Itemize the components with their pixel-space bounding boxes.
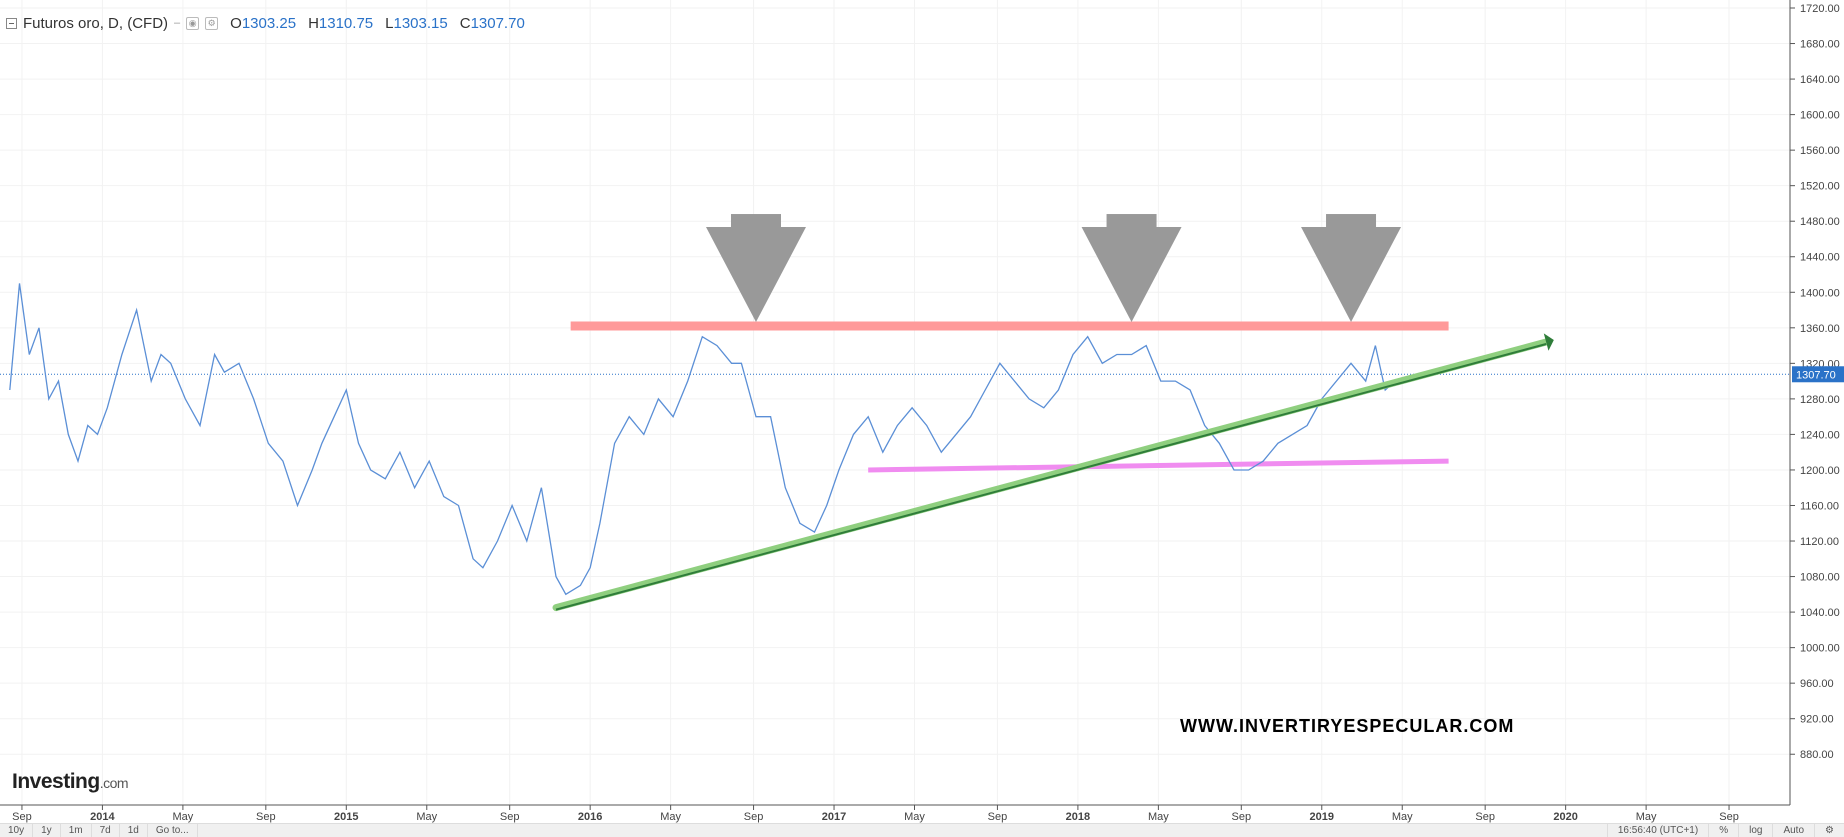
time-tick-label: May xyxy=(1148,811,1169,823)
goto-button[interactable]: Go to... xyxy=(148,824,198,837)
range-1m-button[interactable]: 1m xyxy=(61,824,92,837)
investing-logo: Investing.com xyxy=(12,770,129,793)
time-tick-label: Sep xyxy=(12,811,32,823)
price-tick-label: 1520.00 xyxy=(1800,181,1840,193)
price-tick-label: 1200.00 xyxy=(1800,465,1840,477)
log-toggle[interactable]: log xyxy=(1738,824,1772,837)
price-tick-label: 1000.00 xyxy=(1800,643,1840,655)
trendline-glow xyxy=(552,338,1550,612)
time-tick-label: 2016 xyxy=(578,811,602,823)
chevron-down-icon[interactable]: – xyxy=(174,17,181,29)
price-tick-label: 1640.00 xyxy=(1800,74,1840,86)
percent-toggle[interactable]: % xyxy=(1708,824,1738,837)
price-tick-label: 920.00 xyxy=(1800,714,1834,726)
watermark-url: WWW.INVERTIRYESPECULAR.COM xyxy=(1180,716,1515,736)
price-tick-label: 1240.00 xyxy=(1800,429,1840,441)
price-tick-label: 1680.00 xyxy=(1800,39,1840,51)
support-line xyxy=(868,458,1449,473)
annotation-layer xyxy=(570,321,1449,473)
time-tick-label: May xyxy=(1392,811,1413,823)
price-axis: 1720.00 1680.00 1640.00 1600.00 1560.00 1520.… xyxy=(1789,0,1844,805)
time-tick-label: May xyxy=(173,811,194,823)
price-tick-label: 1040.00 xyxy=(1800,607,1840,619)
low-value: L1303.15 xyxy=(385,14,448,32)
visibility-icon[interactable]: ◉ xyxy=(186,16,200,30)
range-10y-button[interactable]: 10y xyxy=(0,824,34,837)
close-value: C1307.70 xyxy=(459,14,525,32)
auto-toggle[interactable]: Auto xyxy=(1772,824,1814,837)
price-tick-label: 1400.00 xyxy=(1800,287,1840,299)
range-1d-button[interactable]: 1d xyxy=(120,824,148,837)
arrow-down-icon xyxy=(1106,214,1157,230)
time-tick-label: Sep xyxy=(500,811,520,823)
time-tick-label: Sep xyxy=(988,811,1008,823)
time-tick-label: 2020 xyxy=(1553,811,1577,823)
chart-legend: Futuros oro, D, (CFD) – ◉ ⚙ O1303.25 H13… xyxy=(6,10,525,36)
time-tick-label: 2018 xyxy=(1066,811,1090,823)
last-price-label: 1307.70 xyxy=(1796,369,1836,381)
time-tick-label: May xyxy=(416,811,437,823)
price-tick-label: 1160.00 xyxy=(1800,500,1839,512)
trendline xyxy=(555,343,1547,611)
chart-grid xyxy=(0,0,1790,805)
trendline-arrowhead xyxy=(1543,333,1554,351)
arrow-down-icon xyxy=(1081,227,1182,323)
arrow-down-icon xyxy=(1326,214,1377,230)
price-tick-label: 960.00 xyxy=(1800,678,1834,690)
last-price-tag xyxy=(1792,366,1844,383)
clock-readout: 16:56:40 (UTC+1) xyxy=(1606,824,1708,837)
time-axis: Sep 2014 May Sep 2015 May Sep 2016 May Sep 2017 May… xyxy=(0,804,1790,823)
time-tick-label: May xyxy=(904,811,925,823)
price-tick-label: 1480.00 xyxy=(1800,216,1840,228)
range-1y-button[interactable]: 1y xyxy=(33,824,61,837)
time-tick-label: Sep xyxy=(1232,811,1252,823)
time-tick-label: 2019 xyxy=(1310,811,1334,823)
annotation-arrows xyxy=(552,214,1554,612)
price-line xyxy=(9,283,1396,596)
time-tick-label: May xyxy=(660,811,681,823)
price-tick-label: 1280.00 xyxy=(1800,394,1840,406)
arrow-down-icon xyxy=(705,227,806,323)
price-tick-label: 1120.00 xyxy=(1800,536,1839,548)
time-tick-label: Sep xyxy=(256,811,276,823)
time-tick-label: 2014 xyxy=(90,811,115,823)
price-tick-label: 1080.00 xyxy=(1800,572,1840,584)
gear-icon[interactable]: ⚙ xyxy=(1814,824,1844,837)
price-tick-label: 1360.00 xyxy=(1800,323,1840,335)
arrow-down-icon xyxy=(1301,227,1402,323)
arrow-down-icon xyxy=(730,214,781,230)
symbol-title[interactable]: Futuros oro, D, (CFD) xyxy=(23,14,169,32)
collapse-icon[interactable] xyxy=(6,17,17,29)
time-tick-label: May xyxy=(1636,811,1657,823)
bottom-toolbar: 10y 1y 1m 7d 1d Go to... 16:56:40 (UTC+1… xyxy=(0,823,1844,837)
price-tick-label: 880.00 xyxy=(1800,749,1834,761)
price-tick-label: 1440.00 xyxy=(1800,252,1840,264)
price-tick-label: 1560.00 xyxy=(1800,145,1840,157)
time-tick-label: Sep xyxy=(1475,811,1495,823)
price-tick-label: 1720.00 xyxy=(1800,3,1840,15)
price-series xyxy=(9,283,1396,596)
time-tick-label: Sep xyxy=(744,811,764,823)
open-value: O1303.25 xyxy=(230,14,297,32)
range-7d-button[interactable]: 7d xyxy=(92,824,120,837)
price-tick-label: 1600.00 xyxy=(1800,110,1840,122)
high-value: H1310.75 xyxy=(308,14,374,32)
time-tick-label: Sep xyxy=(1719,811,1739,823)
time-tick-label: 2015 xyxy=(334,811,358,823)
settings-icon[interactable]: ⚙ xyxy=(205,16,219,30)
time-tick-label: 2017 xyxy=(822,811,846,823)
